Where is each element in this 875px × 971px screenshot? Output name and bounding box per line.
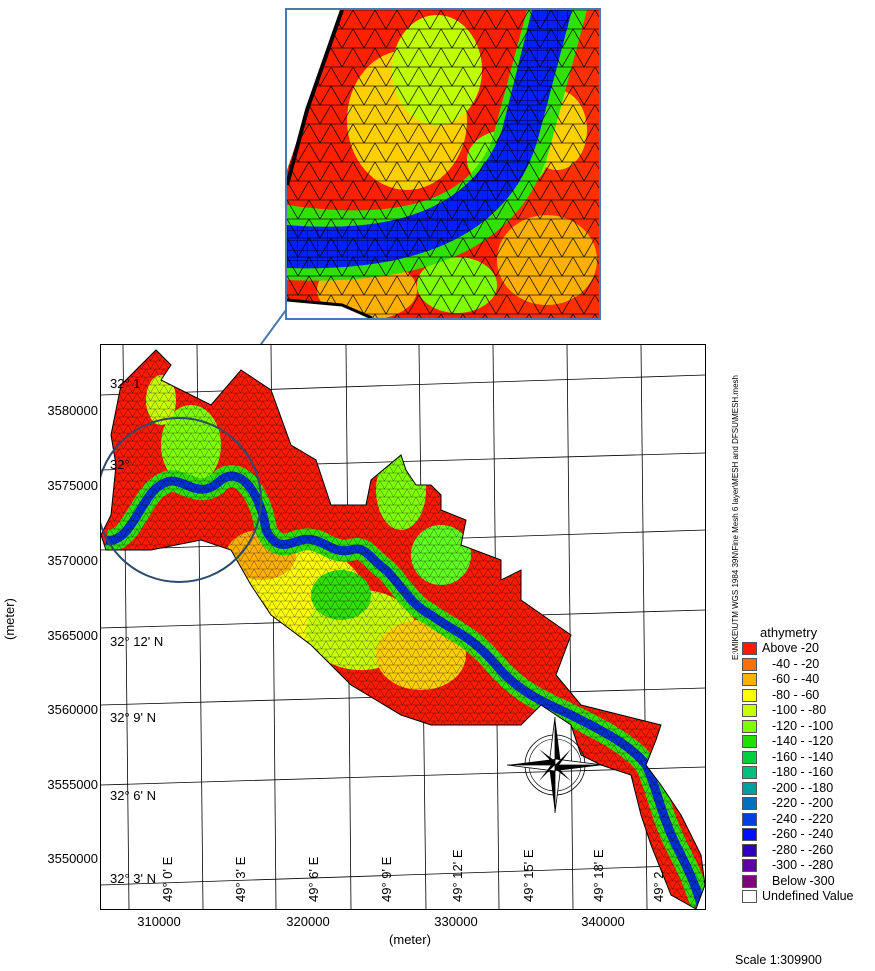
legend-swatch bbox=[742, 843, 757, 857]
x-tick-label: 320000 bbox=[286, 914, 330, 929]
y-tick-label: 3560000 bbox=[47, 702, 98, 717]
legend-label: -180 - -160 bbox=[772, 765, 834, 779]
legend-swatch bbox=[742, 657, 757, 671]
legend-label: -40 - -20 bbox=[772, 656, 820, 671]
legend-swatch bbox=[742, 890, 757, 903]
legend-swatch bbox=[742, 874, 757, 888]
file-path-label: E:\MIKE\UTM WGS 1984 39N\Fine Mesh 6 lay… bbox=[731, 375, 740, 660]
legend-swatch bbox=[742, 642, 757, 655]
legend-swatch bbox=[742, 797, 757, 810]
legend-swatch bbox=[742, 812, 757, 826]
legend-swatch bbox=[742, 750, 757, 764]
legend-label: Above -20 bbox=[762, 641, 819, 655]
legend-label: -140 - -120 bbox=[772, 734, 834, 748]
x-tick-label: 340000 bbox=[581, 914, 625, 929]
legend-swatch bbox=[742, 766, 757, 779]
legend-label: Below -300 bbox=[772, 873, 835, 888]
lat-label: 32° 6' N bbox=[110, 788, 156, 803]
lat-label: 32° 12' N bbox=[110, 634, 164, 649]
legend-swatch bbox=[742, 673, 757, 686]
legend-label: -260 - -240 bbox=[772, 827, 834, 841]
legend-label: -240 - -220 bbox=[772, 811, 834, 826]
map-frame bbox=[100, 344, 706, 910]
compass-rose-icon bbox=[506, 716, 604, 814]
lon-label: 49° 9' E bbox=[379, 856, 394, 902]
x-tick-label: 330000 bbox=[434, 914, 478, 929]
lon-label: 49° 15' E bbox=[521, 849, 536, 903]
legend-label: -220 - -200 bbox=[772, 796, 834, 810]
x-axis-title: (meter) bbox=[389, 932, 431, 947]
scale-label: Scale 1:309900 bbox=[735, 953, 822, 967]
lon-label: 49° 6' E bbox=[306, 856, 321, 902]
inset-zoom-view bbox=[285, 8, 601, 320]
lon-label: 49° 2 bbox=[651, 871, 666, 902]
x-tick-label: 310000 bbox=[137, 914, 181, 929]
lat-label: 32° 9' N bbox=[110, 710, 156, 725]
inset-mesh bbox=[287, 10, 599, 318]
y-tick-label: 3575000 bbox=[47, 478, 98, 493]
legend-swatch bbox=[742, 735, 757, 748]
lon-label: 49° 12' E bbox=[450, 849, 465, 903]
lat-label: 32° bbox=[110, 457, 130, 472]
legend-label: -120 - -100 bbox=[772, 718, 834, 733]
legend-swatch bbox=[742, 719, 757, 733]
legend-swatch bbox=[742, 688, 757, 702]
legend-title: athymetry bbox=[760, 625, 818, 640]
lat-label: 32° 3' N bbox=[110, 871, 156, 886]
legend-label: -280 - -260 bbox=[772, 842, 834, 857]
legend-label: -300 - -280 bbox=[772, 858, 834, 872]
legend-label: -160 - -140 bbox=[772, 749, 834, 764]
legend-swatch bbox=[742, 828, 757, 841]
y-tick-label: 3580000 bbox=[47, 403, 98, 418]
y-tick-label: 3565000 bbox=[47, 628, 98, 643]
legend-label: -80 - -60 bbox=[772, 687, 820, 702]
y-tick-label: 3555000 bbox=[47, 777, 98, 792]
lat-label: 32° 1 bbox=[110, 376, 141, 391]
lon-label: 49° 3' E bbox=[233, 856, 248, 902]
legend-swatch bbox=[742, 781, 757, 795]
y-tick-label: 3550000 bbox=[47, 851, 98, 866]
lon-label: 49° 18' E bbox=[591, 849, 606, 903]
mesh-map bbox=[101, 345, 705, 909]
y-tick-label: 3570000 bbox=[47, 553, 98, 568]
legend-label: -60 - -40 bbox=[772, 672, 820, 686]
legend-label: -200 - -180 bbox=[772, 780, 834, 795]
legend-label: -100 - -80 bbox=[772, 703, 827, 717]
legend-swatch bbox=[742, 859, 757, 872]
legend-swatch bbox=[742, 704, 757, 717]
legend-label: Undefined Value bbox=[762, 889, 854, 903]
lon-label: 49° 0' E bbox=[160, 856, 175, 902]
